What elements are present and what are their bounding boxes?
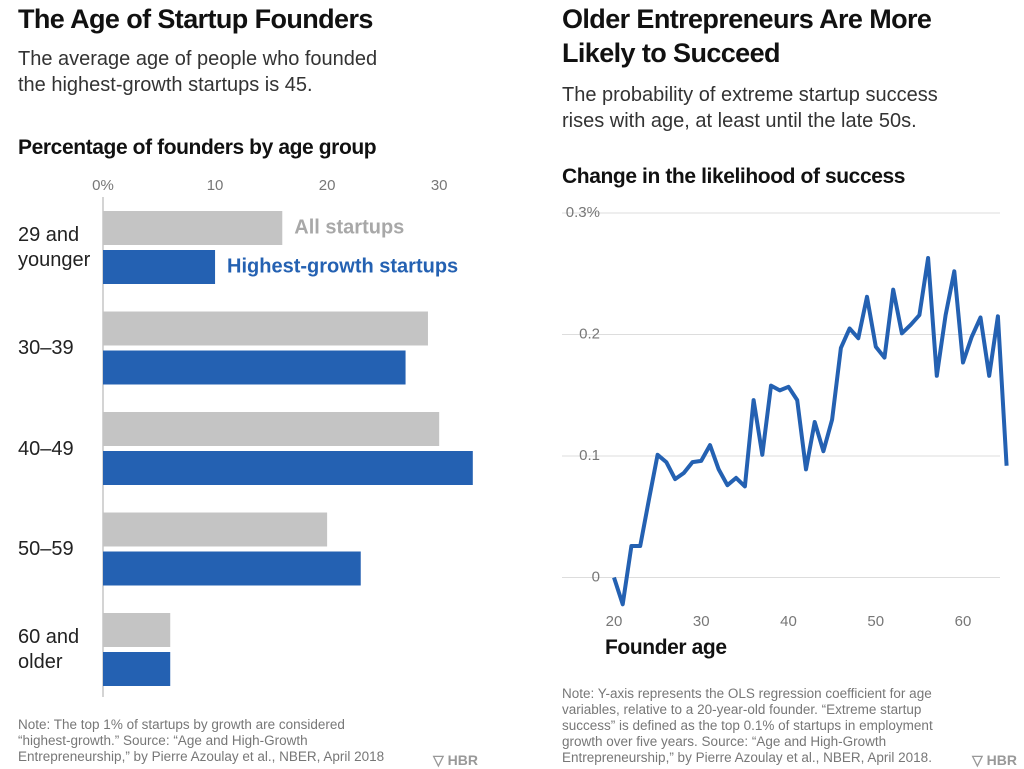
right-subtitle: The probability of extreme startup succe… — [562, 84, 938, 132]
y-tick-label: 0.3% — [566, 204, 600, 221]
bar — [103, 311, 428, 346]
bar — [103, 211, 283, 245]
left-note: Note: The top 1% of startups by growth a… — [18, 717, 385, 764]
category-label: 60 and older — [18, 626, 80, 673]
brand: ▽ HBR — [972, 752, 1017, 768]
bar — [103, 350, 406, 385]
x-tick-label: 0% — [92, 177, 114, 194]
left-axis-title: Percentage of founders by age group — [18, 136, 377, 159]
right-axis-title: Change in the likelihood of success — [562, 165, 906, 188]
x-tick-label: 40 — [780, 613, 797, 630]
bar — [103, 652, 171, 686]
bar — [103, 412, 440, 446]
legend-label: All startups — [294, 216, 404, 238]
right-note: Note: Y-axis represents the OLS regressi… — [562, 686, 933, 765]
x-axis-title: Founder age — [605, 636, 727, 659]
legend-label: Highest-growth startups — [227, 255, 458, 277]
bar — [103, 451, 473, 485]
bar — [103, 613, 171, 647]
left-title: The Age of Startup Founders — [18, 4, 373, 34]
category-label: 40–49 — [18, 437, 74, 460]
y-tick-label: 0.2 — [579, 325, 600, 342]
brand: ▽ HBR — [433, 752, 478, 768]
left-subtitle: The average age of people who founded th… — [18, 48, 378, 96]
bar — [103, 551, 361, 586]
x-tick-label: 30 — [693, 613, 710, 630]
x-tick-label: 50 — [867, 613, 884, 630]
x-tick-label: 60 — [955, 613, 972, 630]
right-title: Older Entrepreneurs Are More Likely to S… — [562, 4, 932, 68]
category-label: 30–39 — [18, 337, 74, 359]
category-label: 50–59 — [18, 538, 74, 560]
category-label: 29 and younger — [18, 224, 91, 271]
bar — [103, 512, 328, 547]
bar — [103, 250, 216, 284]
brand-text: HBR — [447, 752, 478, 768]
line — [612, 256, 1009, 607]
y-tick-label: 0.1 — [579, 447, 600, 464]
y-tick-label: 0 — [592, 569, 600, 586]
x-tick-label: 20 — [606, 613, 623, 630]
x-tick-label: 30 — [431, 177, 448, 194]
x-tick-label: 10 — [207, 177, 224, 194]
x-tick-label: 20 — [319, 177, 336, 194]
brand-text: HBR — [986, 752, 1017, 768]
